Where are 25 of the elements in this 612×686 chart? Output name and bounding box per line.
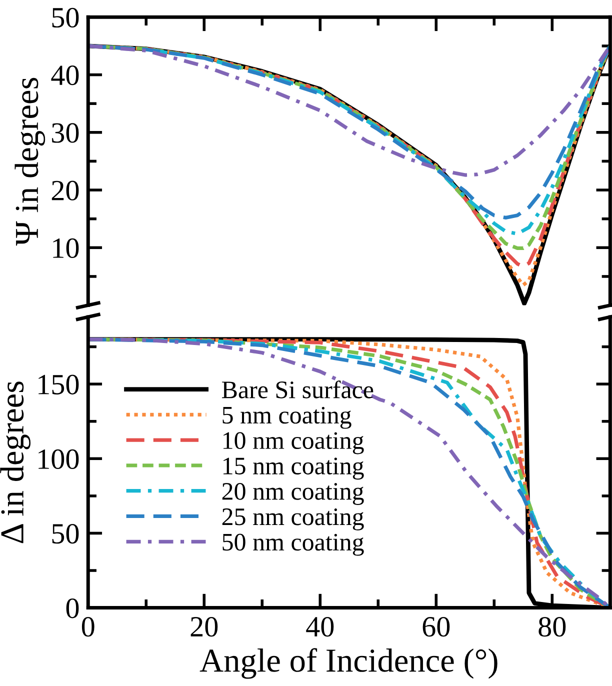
line-series xyxy=(88,44,610,177)
y-tick-label: 150 xyxy=(38,374,79,394)
legend-label: 15 nm coating xyxy=(223,458,364,480)
y-axis-title: Δ in degrees xyxy=(0,382,30,544)
x-tick-label: 40 xyxy=(306,616,334,637)
y-tick-label: 20 xyxy=(52,180,79,200)
legend-label: 25 nm coating xyxy=(222,508,364,530)
x-tick-label: 20 xyxy=(190,616,218,637)
legend-label: 10 nm coating xyxy=(223,432,364,454)
y-tick-label: 10 xyxy=(53,238,79,258)
x-axis-title: Angle of Incidence (°) xyxy=(200,648,498,679)
legend-label: Bare Si surface xyxy=(222,380,374,398)
legend-label: 20 nm coating xyxy=(222,482,364,505)
x-tick-label: 0 xyxy=(82,616,94,637)
y-tick-label: 100 xyxy=(38,449,79,470)
legend-label: 5 nm coating xyxy=(222,406,352,429)
y-tick-label: 50 xyxy=(52,524,79,544)
x-tick-label: 80 xyxy=(538,616,566,637)
y-tick-label: 40 xyxy=(51,66,79,86)
legend-label: 50 nm coating xyxy=(222,534,364,556)
x-tick-label: 60 xyxy=(422,616,450,637)
y-tick-label: 50 xyxy=(52,8,79,28)
y-axis-title: Ψ in degrees xyxy=(14,78,46,246)
y-tick-label: 30 xyxy=(52,123,79,143)
y-tick-label: 0 xyxy=(66,598,79,618)
